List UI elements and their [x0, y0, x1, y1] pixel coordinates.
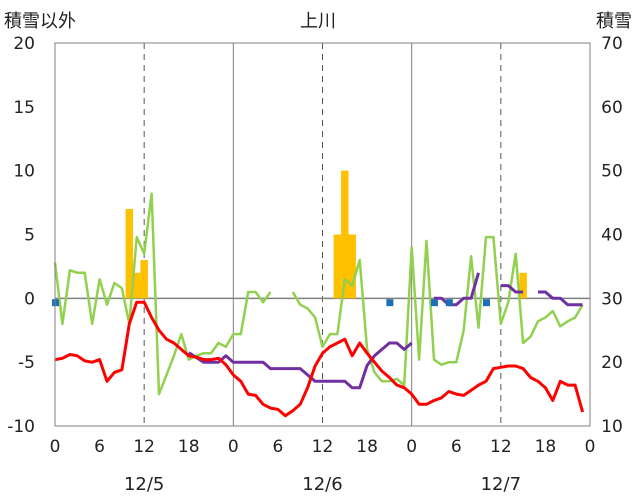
right-tick-label: 30 — [601, 289, 623, 309]
snowfall-bar — [519, 272, 527, 299]
right-tick-label: 70 — [601, 34, 623, 54]
date-label: 12/5 — [124, 474, 164, 495]
snowfall-bar — [125, 208, 134, 299]
snow-depth-line — [538, 290, 583, 307]
snow-depth-line — [187, 341, 413, 390]
gridlines — [55, 43, 590, 426]
series-lines — [52, 192, 585, 418]
snowfall-bar — [348, 234, 356, 299]
x-tick-label: 12 — [133, 437, 155, 457]
wind-line — [53, 192, 272, 396]
x-tick-label: 0 — [585, 437, 596, 457]
left-axis-label: 積雪以外 — [4, 11, 76, 32]
precip-point — [445, 299, 453, 307]
date-label: 12/6 — [302, 474, 342, 495]
snowfall-bar — [333, 234, 342, 299]
snowfall-bars — [125, 170, 527, 299]
x-tick-label: 6 — [94, 437, 105, 457]
wind-line — [291, 235, 584, 387]
right-tick-label: 40 — [601, 226, 623, 246]
right-axis-label: 積雪 — [596, 11, 632, 32]
x-tick-label: 12 — [312, 437, 334, 457]
left-tick-label: 20 — [13, 34, 35, 54]
right-tick-label: 50 — [601, 162, 623, 182]
x-tick-label: 0 — [406, 437, 417, 457]
snow-depth-line — [434, 272, 480, 307]
right-tick-label: 60 — [601, 98, 623, 118]
x-tick-label: 6 — [273, 437, 284, 457]
x-tick-label: 18 — [178, 437, 200, 457]
plot-frame — [54, 42, 591, 427]
x-tick-label: 0 — [50, 437, 61, 457]
snowfall-bar — [140, 260, 148, 299]
date-label: 12/7 — [481, 474, 521, 495]
x-tick-label: 18 — [535, 437, 557, 457]
x-tick-label: 12 — [490, 437, 512, 457]
x-tick-label: 6 — [451, 437, 462, 457]
chart-title: 上川 — [300, 11, 336, 32]
snowfall-bar — [341, 170, 349, 299]
precip-point — [482, 299, 490, 307]
snowfall-bar — [133, 272, 141, 299]
left-tick-label: -5 — [18, 353, 35, 373]
right-tick-label: 10 — [601, 417, 623, 437]
x-tick-label: 18 — [356, 437, 378, 457]
precip-point — [386, 299, 394, 307]
left-tick-label: 15 — [13, 98, 35, 118]
right-tick-label: 20 — [601, 353, 623, 373]
snow-depth-line — [500, 284, 524, 294]
left-tick-label: 5 — [24, 226, 35, 246]
left-tick-label: 0 — [24, 289, 35, 309]
temperature-line — [54, 300, 585, 418]
left-tick-label: -10 — [7, 417, 35, 437]
precip-point — [430, 299, 438, 307]
x-tick-label: 0 — [228, 437, 239, 457]
left-tick-label: 10 — [13, 162, 35, 182]
